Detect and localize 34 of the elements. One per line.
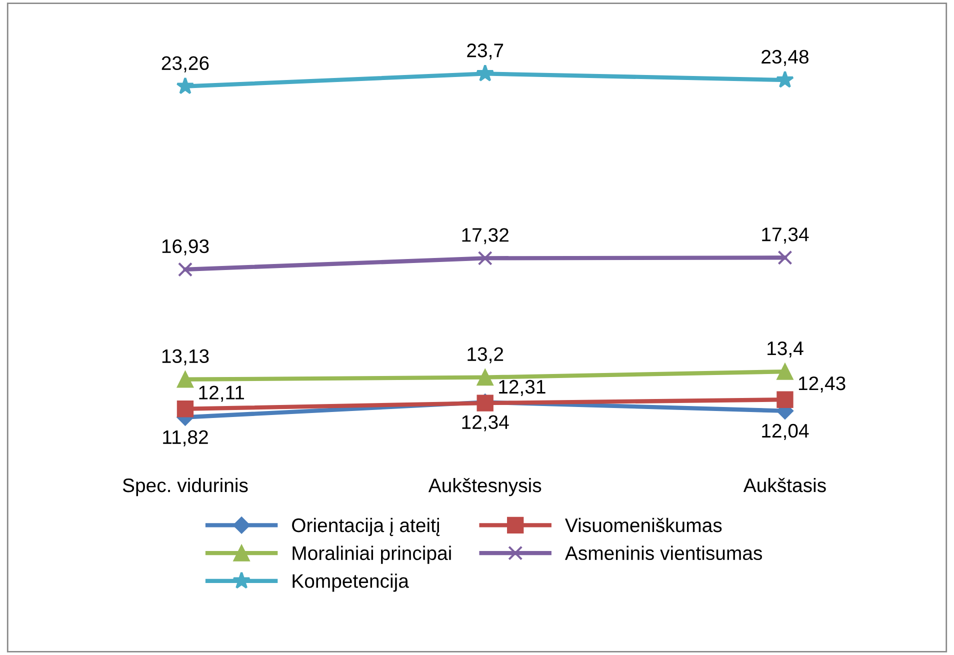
point [178, 262, 193, 277]
x-tick-label: Aukštasis [743, 478, 826, 492]
data-label: 13,4 [768, 341, 804, 358]
point [476, 64, 494, 82]
point [176, 400, 194, 418]
data-label: 16,93 [162, 239, 209, 256]
data-label: 23,48 [762, 50, 808, 66]
point [776, 363, 794, 380]
legend-label: Visuomeniškumas [565, 518, 722, 532]
data-label: 23,7 [467, 44, 504, 60]
x-tick-label: Aukštesnysis [428, 478, 542, 496]
data-label: 17,34 [762, 228, 809, 244]
point [776, 391, 794, 408]
x-tick-label: Spec. vidurinis [122, 478, 248, 496]
point [776, 70, 794, 88]
data-label: 17,32 [462, 228, 508, 244]
data-label: 11,82 [163, 430, 208, 446]
point [476, 369, 494, 386]
point [176, 77, 194, 94]
data-label: 23,26 [162, 56, 209, 72]
point [778, 250, 792, 265]
legend-label: Moraliniai principai [292, 546, 451, 564]
data-label: 13,13 [162, 349, 209, 366]
data-label: 12,11 [199, 386, 244, 402]
legend-label: Orientacija į ateitį [292, 518, 440, 536]
legend-label: Asmeninis vientisumas [564, 546, 762, 560]
data-label: 12,43 [798, 376, 846, 393]
point [176, 371, 194, 388]
data-label: 13,2 [468, 347, 504, 364]
data-label: 12,04 [762, 424, 809, 440]
point [478, 250, 492, 266]
data-label: 12,34 [462, 415, 509, 432]
data-label: 12,31 [499, 380, 546, 396]
legend-label: Kompetencija [292, 574, 409, 592]
